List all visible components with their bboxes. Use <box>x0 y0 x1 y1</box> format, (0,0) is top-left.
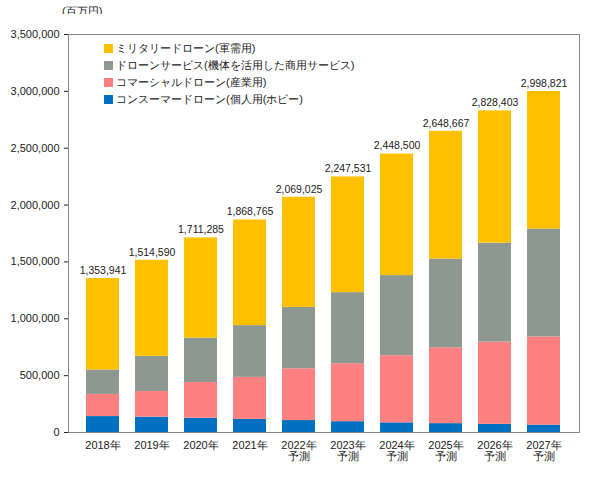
svg-text:2,247,531: 2,247,531 <box>325 162 372 174</box>
svg-text:2,828,403: 2,828,403 <box>472 96 519 108</box>
svg-text:1,000,000: 1,000,000 <box>11 312 60 324</box>
svg-text:2,500,000: 2,500,000 <box>11 142 60 154</box>
svg-text:3,000,000: 3,000,000 <box>11 85 60 97</box>
svg-text:1,500,000: 1,500,000 <box>11 255 60 267</box>
svg-text:2,448,500: 2,448,500 <box>374 139 421 151</box>
svg-text:2018年: 2018年 <box>85 439 120 451</box>
svg-text:2019年: 2019年 <box>134 439 169 451</box>
svg-text:3,500,000: 3,500,000 <box>11 28 60 40</box>
svg-text:2,069,025: 2,069,025 <box>276 183 323 195</box>
svg-text:1,353,941: 1,353,941 <box>80 264 127 276</box>
svg-text:1,868,765: 1,868,765 <box>227 205 274 217</box>
svg-text:1,711,285: 1,711,285 <box>178 223 224 235</box>
svg-text:1,514,590: 1,514,590 <box>129 246 176 258</box>
svg-text:2026年予測: 2026年予測 <box>477 439 512 462</box>
html-text:ミリタリードローン(軍需用): ミリタリードローン(軍需用) <box>116 42 256 54</box>
svg-text:2021年: 2021年 <box>232 439 267 451</box>
svg-text:2027年予測: 2027年予測 <box>526 439 561 462</box>
html-text:コマーシャルドローン(産業用): コマーシャルドローン(産業用) <box>116 76 267 88</box>
html-text:ドローンサービス(機体を活用した商用サービス): ドローンサービス(機体を活用した商用サービス) <box>116 59 355 71</box>
svg-text:2022年予測: 2022年予測 <box>281 439 316 462</box>
svg-text:500,000: 500,000 <box>20 369 60 381</box>
svg-text:2,648,667: 2,648,667 <box>423 117 470 129</box>
html-text:コンスーマードローン(個人用(ホビー): コンスーマードローン(個人用(ホビー) <box>116 93 303 105</box>
svg-text:2,998,821: 2,998,821 <box>521 77 568 89</box>
html-text:(百万円): (百万円) <box>62 5 103 17</box>
svg-text:0: 0 <box>53 426 59 438</box>
svg-text:2023年予測: 2023年予測 <box>330 439 365 462</box>
svg-text:2025年予測: 2025年予測 <box>428 439 463 462</box>
svg-text:2,000,000: 2,000,000 <box>11 199 60 211</box>
svg-text:2024年予測: 2024年予測 <box>379 439 414 462</box>
svg-text:2020年: 2020年 <box>183 439 218 451</box>
